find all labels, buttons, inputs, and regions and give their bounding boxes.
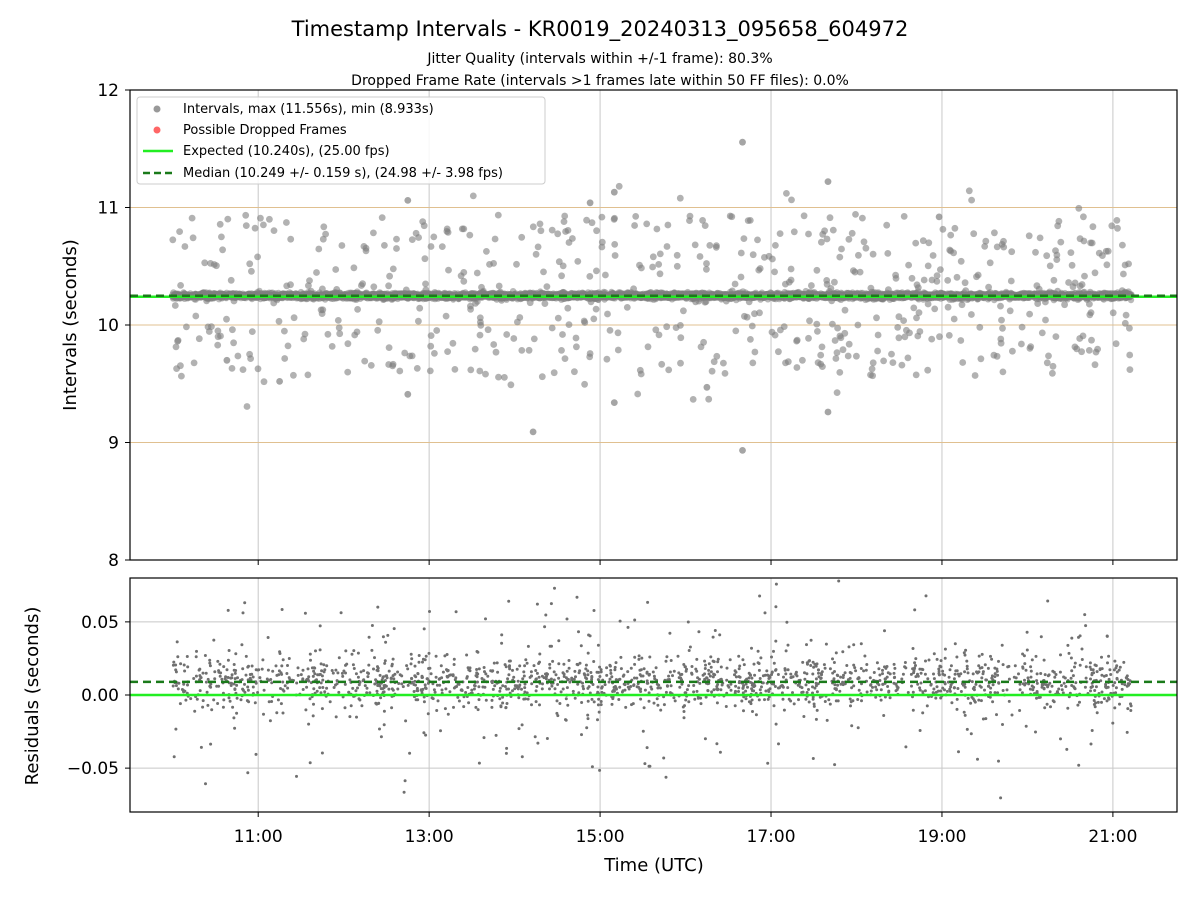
chart-subtitle-jitter: Jitter Quality (intervals within +/-1 fr… bbox=[426, 51, 772, 67]
chart-subtitle-dropped: Dropped Frame Rate (intervals >1 frames … bbox=[351, 73, 849, 89]
chart-title: Timestamp Intervals - KR0019_20240313_09… bbox=[291, 17, 909, 42]
